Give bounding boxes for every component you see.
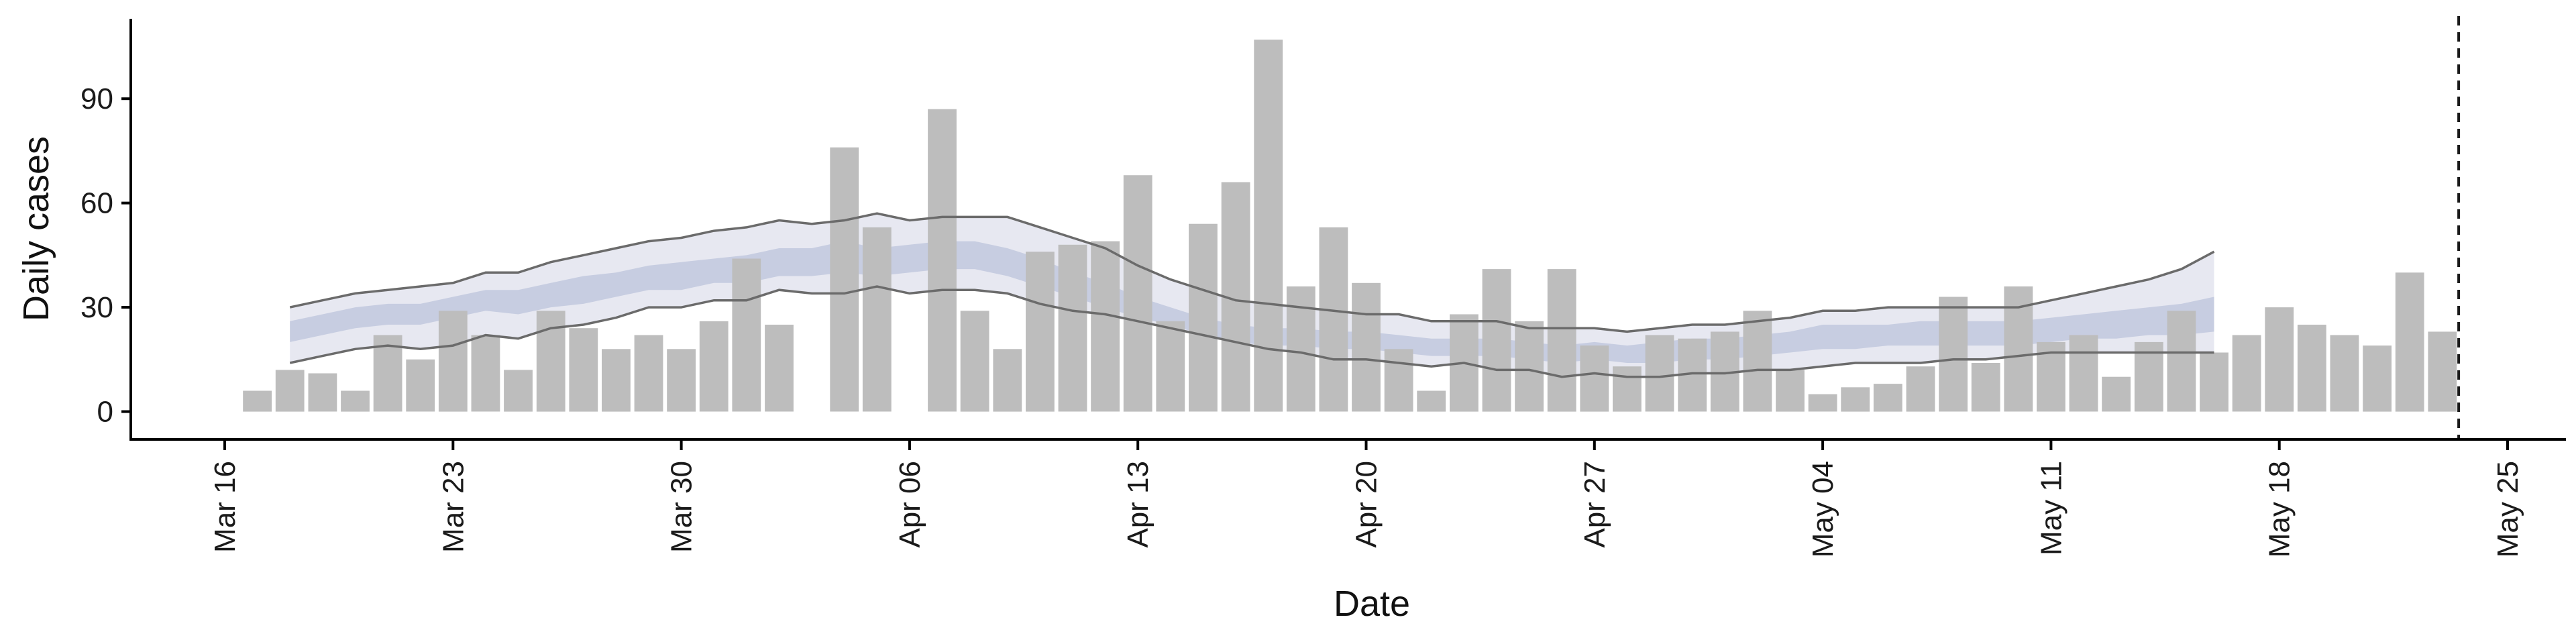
x-ticks: Mar 16 Mar 23 Mar 30 Apr 06 Apr 13 Apr 20 Apr …: [209, 439, 2524, 557]
x-tick-label: Mar 23: [437, 461, 470, 553]
case-bar: [765, 325, 794, 412]
case-bar: [243, 390, 272, 412]
case-bar: [569, 328, 598, 412]
case-bar: [1515, 321, 1544, 412]
estimate-upper-line: [289, 212, 2215, 333]
case-bar: [438, 311, 468, 412]
case-bar: [1776, 370, 1805, 412]
y-tick-label: 60: [80, 187, 113, 220]
case-bar: [1417, 390, 1446, 412]
case-bar: [699, 321, 729, 412]
case-bar: [1123, 175, 1152, 412]
case-bar: [2102, 376, 2131, 412]
x-tick-label: Apr 27: [1578, 461, 1611, 548]
case-bar: [2232, 335, 2261, 412]
case-bar: [2200, 352, 2229, 412]
case-bar: [1254, 40, 1283, 412]
case-bar: [504, 370, 533, 412]
case-bar: [1058, 244, 1087, 412]
bars-layer: [243, 40, 2457, 412]
y-tick-label: 90: [80, 83, 113, 115]
x-tick-label: Apr 13: [1122, 461, 1155, 548]
case-bar: [471, 335, 500, 412]
case-bar: [2428, 331, 2457, 412]
case-bar: [2265, 307, 2294, 412]
case-bar: [1352, 282, 1381, 412]
case-bar: [1482, 269, 1511, 412]
estimate-lines-layer: [289, 212, 2215, 378]
case-bar: [2069, 335, 2098, 412]
case-bar: [1384, 349, 1413, 412]
case-bar: [830, 147, 859, 412]
case-bar: [406, 359, 435, 412]
case-bar: [308, 373, 337, 412]
case-bar: [1189, 223, 1218, 412]
case-bar: [1939, 297, 1968, 412]
case-bar: [1580, 345, 1609, 412]
case-bar: [732, 258, 761, 412]
estimate-inner-band: [290, 241, 2214, 363]
case-bar: [1873, 384, 1902, 412]
case-bar: [1971, 363, 2000, 412]
case-bar: [1906, 366, 1935, 412]
y-tick-label: 0: [97, 396, 113, 429]
case-bar: [1808, 394, 1837, 412]
x-tick-label: Apr 06: [894, 461, 926, 548]
case-bar: [667, 349, 696, 412]
x-tick-label: May 11: [2035, 461, 2068, 555]
case-bar: [993, 349, 1022, 412]
case-bar: [2297, 325, 2326, 412]
x-axis-title: Date: [1334, 584, 1410, 624]
x-tick-label: Mar 30: [665, 461, 698, 553]
x-tick-label: May 25: [2491, 461, 2524, 557]
estimate-lower-line: [289, 285, 2214, 378]
x-tick-label: Mar 16: [209, 461, 241, 553]
y-ticks: 0 30 60 90: [80, 83, 131, 429]
x-tick-label: Apr 20: [1350, 461, 1383, 548]
case-bar: [1613, 366, 1642, 412]
case-bar: [1743, 311, 1772, 412]
x-tick-label: May 04: [1807, 461, 1839, 557]
case-bar: [1156, 321, 1185, 412]
case-bar: [341, 390, 370, 412]
case-bar: [1841, 387, 1870, 412]
y-axis-title: Daily cases: [16, 136, 56, 321]
case-bar: [1319, 227, 1348, 412]
case-bar: [1091, 241, 1120, 412]
case-bar: [928, 109, 957, 412]
case-bar: [2330, 335, 2359, 412]
y-tick-label: 30: [80, 291, 113, 324]
case-bar: [2363, 345, 2392, 412]
case-bar: [275, 370, 305, 412]
case-bar: [862, 227, 892, 412]
case-bar: [2167, 311, 2196, 412]
case-bar: [960, 311, 989, 412]
case-bar: [634, 335, 663, 412]
x-tick-label: May 18: [2263, 461, 2296, 557]
case-bar: [1547, 269, 1576, 412]
case-bar: [1026, 252, 1055, 412]
case-bar: [2395, 272, 2424, 412]
case-bar: [373, 335, 402, 412]
case-bar: [602, 349, 631, 412]
case-bar: [1645, 335, 1674, 412]
